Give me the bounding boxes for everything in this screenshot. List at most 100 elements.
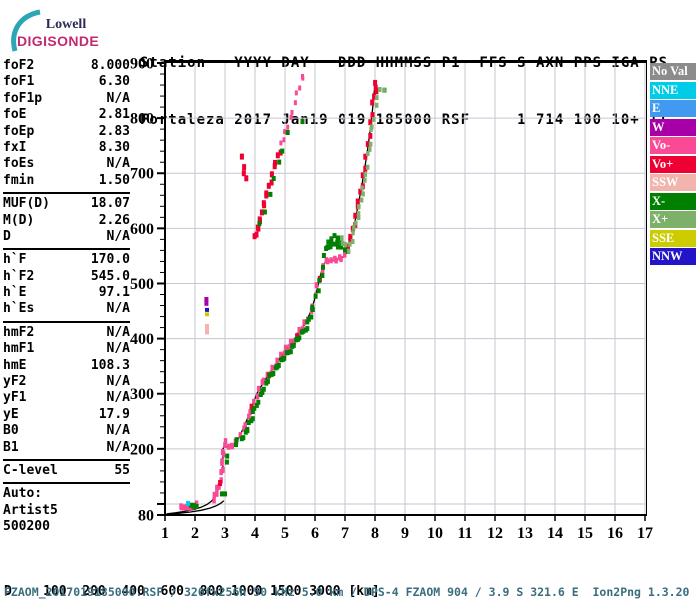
echo-dot-X-echo-X-minus (262, 209, 267, 215)
echo-dot-X-echo-X-minus (250, 416, 255, 422)
echo-dot-second-hop-Vo-minus (294, 90, 298, 96)
echo-dot-X-echo-X-minus (326, 239, 331, 245)
echo-dot-drift-NNW (205, 307, 209, 312)
param-row-auto: Auto: (3, 486, 130, 502)
echo-dot-O-echo-Vo-minus (223, 438, 228, 445)
echo-dot-X-echo-X-plus (361, 191, 365, 197)
param-value: 545.0 (90, 268, 130, 284)
echo-dot-O-echo-Vo-minus (185, 504, 189, 511)
echo-dot-O-echo-Vo-minus (217, 483, 221, 490)
echo-dot-X-echo-X-minus (286, 349, 291, 355)
x-tick-label: 17 (637, 525, 653, 542)
echo-dot-O-echo-Vo-minus (282, 350, 287, 357)
echo-dot-X-echo-X-minus (271, 371, 276, 376)
echo-dot-X-echo-X-plus (368, 141, 373, 147)
echo-dot-second-hop-Vo-plus (266, 182, 271, 189)
echo-dot-O-echo-Vo-minus (325, 258, 330, 265)
echo-dot-second-hop-Vo-minus (290, 110, 294, 115)
param-row-mufd: MUF(D) 18.07 (3, 196, 130, 212)
echo-dot-X-echo-X-minus (256, 399, 261, 405)
echo-dot-O-echo-Vo-plus (218, 480, 223, 486)
param-row-foes: foEs N/A (3, 156, 130, 172)
echo-dot-second-hop-Vo-plus (269, 179, 274, 186)
echo-dot-O-echo-Vo-minus (212, 497, 216, 504)
param-row-hmf1: hmF1 N/A (3, 341, 130, 357)
param-label: h`F (3, 252, 27, 268)
echo-dot-X-echo-X-minus (271, 176, 276, 181)
echo-dot-O-echo-Vo-minus (221, 466, 225, 473)
param-value: 17.9 (98, 406, 130, 422)
echo-dot-X-echo-X-minus (257, 221, 262, 226)
distance-muf-table: D 100 200 400 600 800 1000 1500 3000 [km… (4, 556, 388, 600)
x-tick-label: 14 (547, 525, 563, 542)
echo-dot-X-echo-X-plus (351, 239, 355, 244)
echo-dot-second-hop-Vo-minus (301, 74, 304, 79)
echo-dot-O-echo-Vo-minus (320, 267, 325, 273)
param-label: foF1p (3, 90, 43, 106)
param-label: hmF2 (3, 324, 35, 340)
y-tick-label: 600 (130, 221, 154, 238)
echo-dot-O-echo-Vo-minus (261, 377, 266, 384)
echo-dot-O-echo-Vo-minus (247, 413, 251, 420)
param-row-hf: h`F 170.0 (3, 252, 130, 268)
param-value: 170.0 (90, 252, 130, 268)
echo-dot-X-echo-X-minus (285, 130, 290, 135)
param-separator (3, 482, 130, 485)
legend-item-vo-: Vo- (650, 137, 696, 154)
param-label: B0 (3, 423, 19, 439)
echo-dot-X-echo-X-minus (329, 239, 334, 245)
echo-dot-X-echo-X-minus (343, 247, 347, 253)
param-label: foF2 (3, 58, 35, 73)
echo-dot-X-echo-X-plus (359, 197, 364, 203)
param-label: h`Es (3, 301, 35, 317)
echo-dot-X-echo-X-minus (252, 405, 257, 411)
param-label: fxI (3, 139, 27, 155)
param-row-fxi: fxI 8.30 (3, 140, 130, 156)
echo-dot-X-echo-X-minus (223, 491, 227, 497)
param-row-500200: 500200 (3, 519, 130, 535)
param-row-fof2: foF2 8.000 (3, 58, 130, 74)
param-label: yF1 (3, 390, 27, 406)
logo-text-lowell: Lowell (46, 17, 87, 32)
param-value: N/A (106, 341, 130, 357)
param-row-fof1p: foF1p N/A (3, 91, 130, 107)
echo-dot-X-echo-X-minus (260, 390, 265, 395)
echo-dot-O-echo-Vo-plus (363, 165, 368, 172)
parameter-panel: foF2 8.000 foF1 6.30 foF1p N/A foE 2.81 foEp 2.83… (3, 58, 130, 536)
echo-dot-X-echo-X-plus (378, 87, 382, 92)
param-value: 2.83 (98, 123, 130, 139)
echo-dot-X-echo-X-plus (354, 220, 358, 226)
y-tick-label: 700 (130, 166, 154, 183)
echo-dot-X-echo-X-plus (374, 102, 379, 108)
echo-dot-O-echo-Vo-minus (220, 449, 225, 455)
echo-dot-X-echo-X-minus (246, 420, 251, 425)
param-row-hme: hmE 108.3 (3, 358, 130, 374)
param-value: 55 (114, 462, 130, 478)
echo-dot-X-echo-X-minus (280, 148, 285, 154)
echo-dot-O-echo-Vo-plus (360, 172, 365, 179)
echo-dot-X-echo-X-plus (348, 241, 352, 247)
echo-dot-O-echo-Vo-minus (334, 257, 338, 264)
param-value: N/A (106, 324, 130, 340)
legend-item-nne: NNE (650, 81, 696, 99)
echo-dot-X-echo-X-minus (261, 386, 266, 392)
echo-dot-second-hop-Vo-minus (282, 137, 286, 143)
param-row-yf2: yF2 N/A (3, 374, 130, 390)
x-tick-label: 9 (401, 525, 409, 542)
echo-dot-X-echo-X-plus (372, 117, 376, 122)
echo-dot-X-echo-X-minus (250, 409, 255, 414)
echo-dot-X-echo-X-minus (316, 288, 321, 294)
param-row-hf2: h`F2 545.0 (3, 269, 130, 285)
echo-dot-O-echo-Vo-plus (355, 198, 360, 205)
echo-dot-second-hop-Vo-plus (273, 159, 277, 166)
echo-dot-O-echo-Vo-minus (223, 442, 227, 448)
echo-dot-drift-W (204, 300, 209, 306)
echo-dot-O-echo-Vo-minus (329, 257, 333, 264)
echo-dot-X-echo-X-plus (343, 242, 348, 248)
echo-dot-O-echo-Vo-plus (374, 88, 379, 95)
echo-dot-O-echo-Vo-minus (270, 364, 274, 371)
param-value: 97.1 (98, 285, 130, 301)
echo-dot-X-echo-X-plus (356, 215, 361, 220)
echo-dot-second-hop-Vo-plus (255, 224, 260, 231)
